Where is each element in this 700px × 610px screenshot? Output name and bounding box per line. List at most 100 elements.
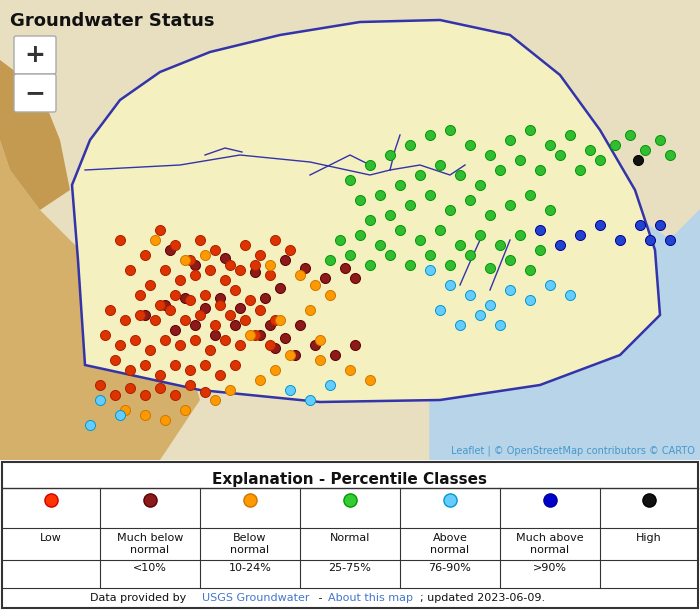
Point xyxy=(279,333,290,343)
Point xyxy=(514,230,526,240)
Point xyxy=(584,145,596,155)
Point xyxy=(505,285,516,295)
Point xyxy=(219,253,230,263)
Point xyxy=(270,343,281,353)
Point xyxy=(195,235,206,245)
Point xyxy=(324,255,335,265)
Text: Explanation - Percentile Classes: Explanation - Percentile Classes xyxy=(213,472,487,487)
Point xyxy=(309,340,321,350)
Point xyxy=(594,220,606,230)
Point xyxy=(125,265,136,275)
Point xyxy=(199,250,211,260)
Point xyxy=(265,260,276,270)
Point xyxy=(444,205,456,215)
Point xyxy=(184,380,195,390)
Point xyxy=(454,320,466,330)
Point xyxy=(564,130,575,140)
Point xyxy=(304,395,316,405)
Point xyxy=(554,150,566,160)
Point xyxy=(104,305,116,315)
Point xyxy=(524,125,536,135)
Point xyxy=(335,235,346,245)
Text: 76-90%: 76-90% xyxy=(428,563,471,573)
Point xyxy=(109,390,120,400)
Point xyxy=(164,305,176,315)
Point xyxy=(225,260,236,270)
Point xyxy=(254,250,265,260)
Point xyxy=(265,340,276,350)
Text: Much above
normal: Much above normal xyxy=(516,533,584,554)
Point xyxy=(239,240,251,250)
Text: High: High xyxy=(636,533,662,543)
Point xyxy=(114,235,125,245)
Point xyxy=(454,240,466,250)
Point xyxy=(314,335,326,345)
Point xyxy=(169,240,181,250)
Point xyxy=(155,225,166,235)
Point xyxy=(545,280,556,290)
Point xyxy=(314,355,326,365)
Point xyxy=(219,335,230,345)
Point xyxy=(545,495,556,505)
Point xyxy=(424,265,435,275)
Point xyxy=(384,210,395,220)
Point xyxy=(634,220,645,230)
Point xyxy=(139,390,150,400)
Text: -: - xyxy=(315,593,326,603)
Point xyxy=(230,360,241,370)
Point xyxy=(184,365,195,375)
Point xyxy=(374,190,386,200)
Point xyxy=(654,135,666,145)
Point xyxy=(610,140,621,150)
Point xyxy=(414,235,426,245)
Point xyxy=(624,130,636,140)
Point xyxy=(405,140,416,150)
Point xyxy=(289,350,300,360)
Point xyxy=(190,270,201,280)
Point xyxy=(160,335,171,345)
Point xyxy=(99,330,111,340)
Text: Data provided by: Data provided by xyxy=(90,593,190,603)
Point xyxy=(244,330,256,340)
Point xyxy=(270,235,281,245)
Point xyxy=(179,315,190,325)
Point xyxy=(120,405,131,415)
Point xyxy=(184,255,195,265)
Point xyxy=(300,263,311,273)
Text: −: − xyxy=(25,81,46,105)
Point xyxy=(354,195,365,205)
Point xyxy=(514,155,526,165)
Point xyxy=(139,360,150,370)
Point xyxy=(494,240,505,250)
Point xyxy=(349,340,360,350)
Point xyxy=(109,355,120,365)
Point xyxy=(374,240,386,250)
Point xyxy=(365,375,376,385)
Point xyxy=(125,383,136,393)
Point xyxy=(270,365,281,375)
Point xyxy=(279,255,290,265)
Point xyxy=(309,280,321,290)
Point xyxy=(330,350,341,360)
Point xyxy=(484,210,496,220)
Point xyxy=(344,495,356,505)
Point xyxy=(160,300,171,310)
Point xyxy=(324,290,335,300)
Text: USGS Groundwater: USGS Groundwater xyxy=(202,593,309,603)
Point xyxy=(234,265,246,275)
Point xyxy=(179,255,190,265)
Point xyxy=(125,365,136,375)
Point xyxy=(190,320,201,330)
Point xyxy=(444,125,456,135)
Point xyxy=(169,360,181,370)
FancyBboxPatch shape xyxy=(14,74,56,112)
Point xyxy=(554,240,566,250)
Point xyxy=(534,165,545,175)
Point xyxy=(464,250,475,260)
Point xyxy=(365,160,376,170)
Point xyxy=(234,340,246,350)
Point xyxy=(184,295,195,305)
Point xyxy=(254,330,265,340)
Point xyxy=(295,320,306,330)
Text: 25-75%: 25-75% xyxy=(328,563,372,573)
